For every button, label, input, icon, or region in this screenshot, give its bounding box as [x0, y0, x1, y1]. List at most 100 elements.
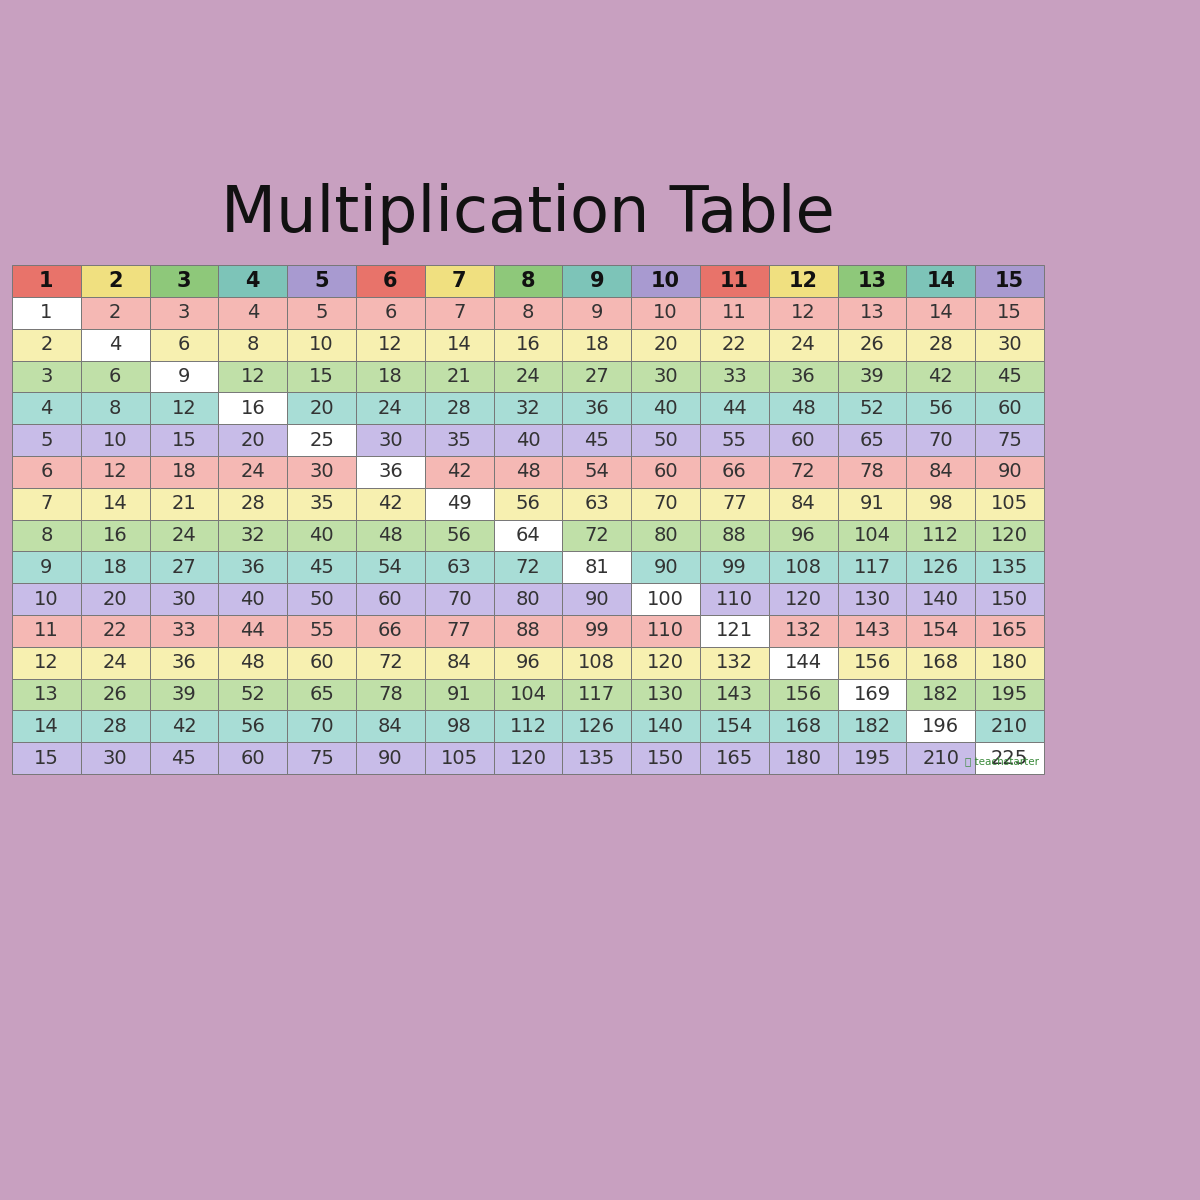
Text: 30: 30 [653, 367, 678, 386]
Text: 22: 22 [103, 622, 127, 641]
Text: 182: 182 [923, 685, 959, 704]
Text: 8: 8 [109, 398, 121, 418]
Text: 121: 121 [716, 622, 752, 641]
Text: 24: 24 [172, 526, 197, 545]
Bar [838, 614, 906, 647]
Bar [493, 329, 563, 360]
Text: 13: 13 [859, 304, 884, 323]
Text: 72: 72 [584, 526, 610, 545]
Text: 65: 65 [859, 431, 884, 450]
Text: 84: 84 [446, 653, 472, 672]
Bar [838, 647, 906, 679]
Bar [287, 424, 356, 456]
Bar [12, 583, 80, 614]
Bar [218, 551, 287, 583]
Bar [218, 296, 287, 329]
Bar [12, 456, 80, 487]
Text: 5: 5 [314, 271, 329, 292]
Text: 165: 165 [715, 749, 754, 768]
Bar [631, 424, 700, 456]
Bar [493, 360, 563, 392]
Bar [356, 710, 425, 742]
Text: 45: 45 [172, 749, 197, 768]
Bar [976, 487, 1044, 520]
Bar [287, 742, 356, 774]
Text: 120: 120 [991, 526, 1028, 545]
Text: 14: 14 [446, 335, 472, 354]
Text: 12: 12 [378, 335, 403, 354]
Bar [218, 360, 287, 392]
Bar [769, 710, 838, 742]
Text: 70: 70 [929, 431, 953, 450]
Text: 8: 8 [521, 271, 535, 292]
Bar [218, 265, 287, 296]
Bar [631, 265, 700, 296]
Text: 48: 48 [791, 398, 816, 418]
Text: 10: 10 [653, 304, 678, 323]
Bar [976, 424, 1044, 456]
Bar [356, 614, 425, 647]
Text: 16: 16 [103, 526, 127, 545]
Text: 70: 70 [446, 589, 472, 608]
Bar [906, 329, 976, 360]
Text: 32: 32 [516, 398, 540, 418]
Bar [769, 392, 838, 425]
Text: 14: 14 [929, 304, 953, 323]
Bar [976, 329, 1044, 360]
Text: 6: 6 [109, 367, 121, 386]
Bar [563, 647, 631, 679]
Bar [218, 456, 287, 487]
Bar [976, 551, 1044, 583]
Text: 180: 180 [991, 653, 1028, 672]
Bar [700, 614, 769, 647]
Text: 117: 117 [578, 685, 616, 704]
Bar [769, 296, 838, 329]
Bar [218, 614, 287, 647]
Bar [150, 678, 218, 710]
Text: 168: 168 [785, 716, 822, 736]
Bar [425, 678, 493, 710]
Text: 30: 30 [103, 749, 127, 768]
Bar [631, 551, 700, 583]
Bar [80, 265, 150, 296]
Bar [631, 487, 700, 520]
Bar [80, 360, 150, 392]
Text: 10: 10 [310, 335, 334, 354]
Text: 3: 3 [176, 271, 191, 292]
Text: 36: 36 [378, 462, 403, 481]
Bar [493, 520, 563, 551]
Bar [287, 296, 356, 329]
Bar [150, 487, 218, 520]
Text: 110: 110 [716, 589, 752, 608]
Text: 50: 50 [310, 589, 334, 608]
Bar [80, 296, 150, 329]
Bar [700, 487, 769, 520]
Bar [425, 614, 493, 647]
Text: 24: 24 [240, 462, 265, 481]
Bar [631, 742, 700, 774]
Text: 3: 3 [41, 367, 53, 386]
Bar [150, 551, 218, 583]
Text: 105: 105 [440, 749, 478, 768]
Text: 20: 20 [310, 398, 334, 418]
Text: 30: 30 [378, 431, 403, 450]
Text: 20: 20 [240, 431, 265, 450]
Text: 60: 60 [310, 653, 334, 672]
Bar [906, 551, 976, 583]
Bar [493, 614, 563, 647]
Bar [976, 265, 1044, 296]
Bar [425, 551, 493, 583]
Bar [287, 583, 356, 614]
Text: 10: 10 [652, 271, 680, 292]
Text: 168: 168 [923, 653, 959, 672]
Bar [287, 678, 356, 710]
Text: 63: 63 [446, 558, 472, 577]
Bar [12, 265, 80, 296]
Text: 140: 140 [923, 589, 959, 608]
Bar [218, 710, 287, 742]
Bar [493, 296, 563, 329]
Text: 21: 21 [172, 494, 197, 514]
Text: 10: 10 [34, 589, 59, 608]
Bar [906, 265, 976, 296]
Text: 42: 42 [378, 494, 403, 514]
